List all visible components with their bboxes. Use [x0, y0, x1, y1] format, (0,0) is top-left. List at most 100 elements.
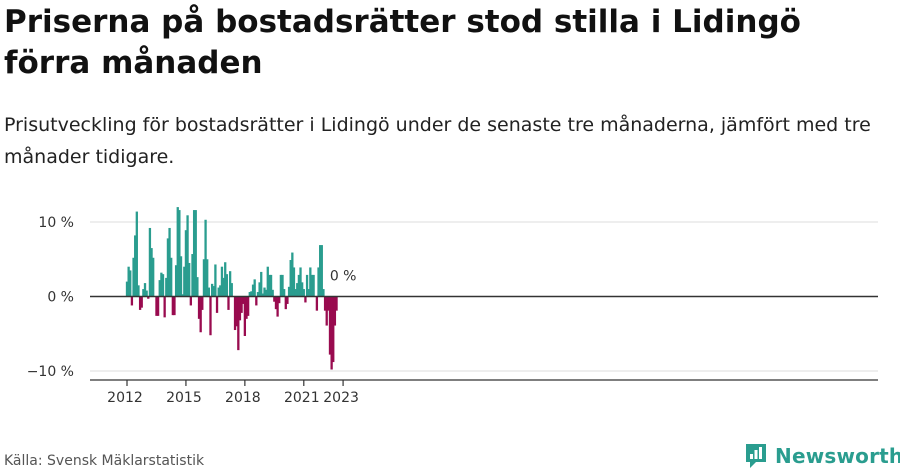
- bar: [289, 260, 292, 297]
- bar: [158, 280, 161, 297]
- bar: [155, 296, 158, 316]
- bar: [194, 210, 197, 297]
- bar: [304, 296, 307, 303]
- bar: [148, 227, 152, 297]
- bar: [166, 238, 170, 297]
- source-note: Källa: Svensk Mäklarstatistik: [4, 453, 205, 469]
- bar: [143, 283, 147, 297]
- y-tick-label: 10 %: [38, 215, 74, 231]
- bar: [173, 296, 176, 316]
- bar: [291, 252, 294, 297]
- bar: [317, 267, 320, 297]
- bar: [227, 296, 230, 310]
- bar: [309, 267, 312, 297]
- bar: [217, 287, 220, 297]
- y-tick-label: 0 %: [47, 290, 74, 306]
- bar: [312, 274, 315, 297]
- bar: [206, 259, 209, 297]
- bar: [284, 296, 287, 310]
- chart-subtitle: Prisutveckling för bostadsrätter i Lidin…: [4, 114, 871, 168]
- y-tick-label: −10 %: [27, 364, 74, 380]
- bar: [294, 289, 297, 297]
- bar: [238, 296, 242, 321]
- bar: [235, 296, 238, 327]
- bar: [202, 259, 206, 297]
- chart-title: Priserna på bostadsrätter stod stilla i …: [4, 4, 801, 81]
- bar: [283, 289, 286, 297]
- bar: [305, 274, 309, 297]
- bar: [273, 296, 276, 302]
- bar: [287, 286, 291, 297]
- x-tick-label: 2023: [323, 390, 359, 406]
- bar: [168, 227, 171, 297]
- bar: [269, 274, 273, 297]
- bar: [145, 290, 148, 297]
- bar: [137, 285, 140, 297]
- bar: [253, 279, 256, 297]
- bar: [276, 296, 279, 317]
- bar: [307, 289, 310, 297]
- bar: [250, 291, 253, 297]
- bar: [251, 284, 255, 297]
- bar: [330, 296, 333, 370]
- bar: [245, 296, 248, 319]
- bar: [255, 296, 258, 306]
- bar: [335, 296, 338, 311]
- bar: [186, 215, 189, 297]
- bar: [132, 257, 135, 297]
- bar: [176, 207, 179, 297]
- bar: [163, 296, 166, 318]
- bar: [142, 289, 145, 297]
- bar: [296, 283, 299, 297]
- bar: [197, 296, 201, 319]
- bar: [301, 282, 304, 297]
- bar: [161, 274, 165, 297]
- bar: [279, 274, 283, 297]
- bar: [199, 296, 202, 333]
- bar: [165, 277, 168, 297]
- bar: [320, 245, 323, 297]
- bar: [147, 296, 150, 299]
- bar: [263, 287, 266, 297]
- bar: [299, 267, 302, 297]
- bar: [265, 289, 268, 297]
- bar: [327, 296, 330, 311]
- bar-chart: 10 % 0 % −10 % 2012 2015 2018 2021 2023 0 %: [27, 207, 878, 406]
- bar: [140, 296, 143, 308]
- bar: [315, 296, 319, 311]
- bar: [219, 285, 222, 297]
- bar: [292, 267, 296, 297]
- bar: [174, 265, 178, 297]
- bar: [246, 296, 250, 316]
- bar: [179, 256, 183, 297]
- bar: [135, 211, 138, 297]
- bar: [274, 296, 278, 310]
- brand-name: Newsworthy: [775, 444, 900, 468]
- bar: [170, 257, 173, 297]
- x-tick-label: 2018: [225, 390, 261, 406]
- bar: [266, 266, 269, 297]
- bar: [322, 289, 325, 297]
- bar: [192, 210, 196, 297]
- x-tick-label: 2012: [107, 390, 143, 406]
- bar: [214, 264, 217, 297]
- bar: [204, 219, 207, 297]
- bar: [302, 289, 305, 297]
- brand-logo-group[interactable]: Newsworthy: [744, 440, 900, 472]
- bar: [286, 296, 289, 304]
- bar: [207, 287, 210, 297]
- bar: [222, 277, 225, 297]
- bar: [278, 296, 281, 304]
- bar: [129, 270, 132, 297]
- bar: [160, 272, 163, 297]
- bar: [319, 245, 322, 297]
- bar: [183, 266, 186, 297]
- bar: [256, 292, 260, 297]
- last-value-label: 0 %: [330, 269, 357, 285]
- bar: [127, 266, 130, 297]
- bar: [310, 274, 314, 297]
- bar: [171, 296, 174, 316]
- newsworthy-logo-icon: [746, 444, 766, 468]
- bar: [191, 254, 194, 297]
- bar: [281, 274, 284, 297]
